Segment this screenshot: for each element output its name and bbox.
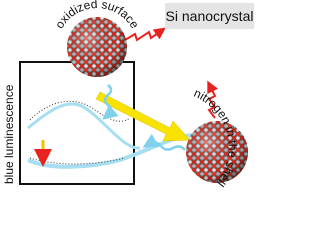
product-label: Si nanocrystal — [166, 8, 254, 24]
nanocrystal-shade — [67, 17, 127, 77]
graphic: blue luminescence oxidized surface nitro… — [2, 0, 254, 189]
excitation-arrow — [124, 27, 166, 42]
axis-label: blue luminescence — [2, 84, 16, 184]
emission-arrow — [142, 133, 186, 151]
yellow-arrow — [95, 91, 191, 142]
product-box — [165, 3, 254, 29]
emission-arrow — [102, 84, 119, 120]
curve — [27, 102, 141, 150]
excitation-arrow — [207, 80, 219, 119]
data-curve — [29, 100, 131, 122]
nanocrystal-shade — [186, 121, 248, 183]
